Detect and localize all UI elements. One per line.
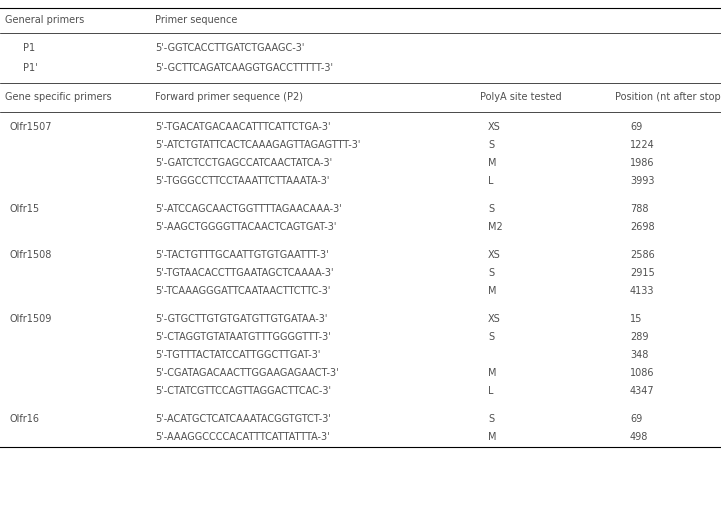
Text: 5'-TGTTTACTATCCATTGGCTTGAT-3': 5'-TGTTTACTATCCATTGGCTTGAT-3' xyxy=(155,350,320,360)
Text: 5'-GATCTCCTGAGCCATCAACTATCA-3': 5'-GATCTCCTGAGCCATCAACTATCA-3' xyxy=(155,158,332,168)
Text: 2586: 2586 xyxy=(630,250,655,260)
Text: 69: 69 xyxy=(630,122,642,132)
Text: 5'-CTAGGTGTATAATGTTTGGGGTTT-3': 5'-CTAGGTGTATAATGTTTGGGGTTT-3' xyxy=(155,332,331,342)
Text: P1': P1' xyxy=(23,63,37,73)
Text: Forward primer sequence (P2): Forward primer sequence (P2) xyxy=(155,92,303,102)
Text: Position (nt after stop): Position (nt after stop) xyxy=(615,92,721,102)
Text: 788: 788 xyxy=(630,204,648,214)
Text: 5'-TCAAAGGGATTCAATAACTTCTTC-3': 5'-TCAAAGGGATTCAATAACTTCTTC-3' xyxy=(155,286,330,296)
Text: 5'-GGTCACCTTGATCTGAAGC-3': 5'-GGTCACCTTGATCTGAAGC-3' xyxy=(155,43,304,53)
Text: S: S xyxy=(488,204,494,214)
Text: M: M xyxy=(488,368,497,378)
Text: Olfr16: Olfr16 xyxy=(10,414,40,424)
Text: Olfr1507: Olfr1507 xyxy=(10,122,53,132)
Text: S: S xyxy=(488,140,494,150)
Text: M: M xyxy=(488,432,497,442)
Text: P1: P1 xyxy=(23,43,35,53)
Text: 3993: 3993 xyxy=(630,176,655,186)
Text: 5'-TACTGTTTGCAATTGTGTGAATTT-3': 5'-TACTGTTTGCAATTGTGTGAATTT-3' xyxy=(155,250,329,260)
Text: XS: XS xyxy=(488,314,501,324)
Text: 5'-CGATAGACAACTTGGAAGAGAACT-3': 5'-CGATAGACAACTTGGAAGAGAACT-3' xyxy=(155,368,339,378)
Text: 5'-ATCCAGCAACTGGTTTTAGAACAAA-3': 5'-ATCCAGCAACTGGTTTTAGAACAAA-3' xyxy=(155,204,342,214)
Text: 15: 15 xyxy=(630,314,642,324)
Text: 69: 69 xyxy=(630,414,642,424)
Text: M2: M2 xyxy=(488,222,503,232)
Text: M: M xyxy=(488,286,497,296)
Text: 5'-CTATCGTTCCAGTTAGGACTTCAC-3': 5'-CTATCGTTCCAGTTAGGACTTCAC-3' xyxy=(155,386,331,396)
Text: XS: XS xyxy=(488,122,501,132)
Text: 4133: 4133 xyxy=(630,286,655,296)
Text: L: L xyxy=(488,176,493,186)
Text: 5'-GCTTCAGATCAAGGTGACCTTTTT-3': 5'-GCTTCAGATCAAGGTGACCTTTTT-3' xyxy=(155,63,333,73)
Text: 5'-TGTAACACCTTGAATAGCTCAAAA-3': 5'-TGTAACACCTTGAATAGCTCAAAA-3' xyxy=(155,268,334,278)
Text: 5'-ATCTGTATTCACTCAAAGAGTTAGAGTTT-3': 5'-ATCTGTATTCACTCAAAGAGTTAGAGTTT-3' xyxy=(155,140,360,150)
Text: 5'-AAAGGCCCCACATTTCATTATTTA-3': 5'-AAAGGCCCCACATTTCATTATTTA-3' xyxy=(155,432,329,442)
Text: 5'-TGGGCCTTCCTAAATTCTTAAATA-3': 5'-TGGGCCTTCCTAAATTCTTAAATA-3' xyxy=(155,176,329,186)
Text: 5'-AAGCTGGGGTTACAACTCAGTGAT-3': 5'-AAGCTGGGGTTACAACTCAGTGAT-3' xyxy=(155,222,337,232)
Text: 1086: 1086 xyxy=(630,368,655,378)
Text: Primer sequence: Primer sequence xyxy=(155,15,237,25)
Text: 1224: 1224 xyxy=(630,140,655,150)
Text: M: M xyxy=(488,158,497,168)
Text: S: S xyxy=(488,268,494,278)
Text: 1986: 1986 xyxy=(630,158,655,168)
Text: 5'-ACATGCTCATCAAATACGGTGTCT-3': 5'-ACATGCTCATCAAATACGGTGTCT-3' xyxy=(155,414,331,424)
Text: 498: 498 xyxy=(630,432,648,442)
Text: S: S xyxy=(488,414,494,424)
Text: S: S xyxy=(488,332,494,342)
Text: 5'-GTGCTTGTGTGATGTTGTGATAA-3': 5'-GTGCTTGTGTGATGTTGTGATAA-3' xyxy=(155,314,327,324)
Text: PolyA site tested: PolyA site tested xyxy=(480,92,562,102)
Text: 2698: 2698 xyxy=(630,222,655,232)
Text: L: L xyxy=(488,386,493,396)
Text: Olfr1509: Olfr1509 xyxy=(10,314,53,324)
Text: General primers: General primers xyxy=(5,15,84,25)
Text: 348: 348 xyxy=(630,350,648,360)
Text: 4347: 4347 xyxy=(630,386,655,396)
Text: Olfr15: Olfr15 xyxy=(10,204,40,214)
Text: 2915: 2915 xyxy=(630,268,655,278)
Text: 289: 289 xyxy=(630,332,648,342)
Text: XS: XS xyxy=(488,250,501,260)
Text: 5'-TGACATGACAACATTTCATTCTGA-3': 5'-TGACATGACAACATTTCATTCTGA-3' xyxy=(155,122,330,132)
Text: Olfr1508: Olfr1508 xyxy=(10,250,53,260)
Text: Gene specific primers: Gene specific primers xyxy=(5,92,112,102)
